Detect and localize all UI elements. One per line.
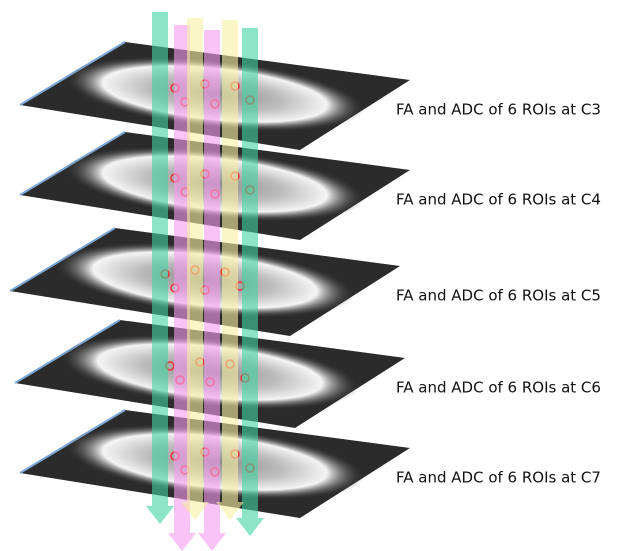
slice-label: FA and ADC of 6 ROIs at C3: [396, 101, 601, 119]
diagram: FA and ADC of 6 ROIs at C3 FA and ADC of …: [0, 0, 640, 551]
slice-label: FA and ADC of 6 ROIs at C7: [396, 469, 601, 487]
slice-label: FA and ADC of 6 ROIs at C6: [396, 379, 601, 397]
labels: FA and ADC of 6 ROIs at C3 FA and ADC of …: [396, 101, 601, 487]
slice-label: FA and ADC of 6 ROIs at C5: [396, 287, 601, 305]
arrows: [146, 12, 264, 551]
slice-label: FA and ADC of 6 ROIs at C4: [396, 191, 601, 209]
